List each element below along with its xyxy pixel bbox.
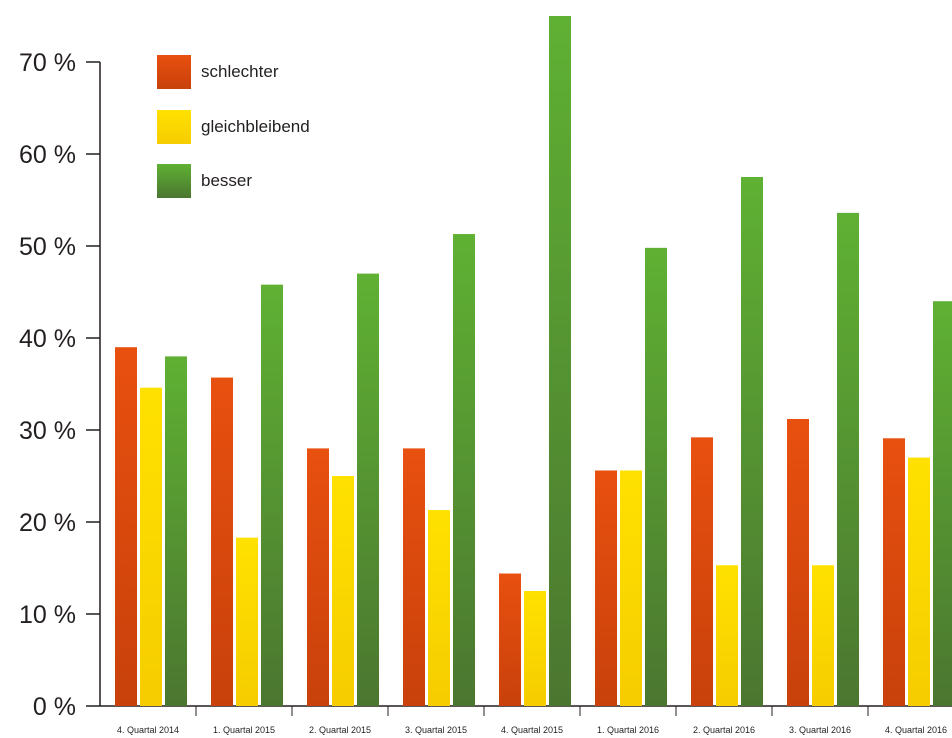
bar-gleichbleibend [332,476,354,706]
bar-besser [741,177,763,706]
bar-gleichbleibend [620,470,642,706]
y-tick-label: 70 % [19,49,76,77]
y-tick-label: 40 % [19,325,76,353]
y-axis: 0 % 10 % 20 % 30 % 40 % 50 % 60 % 70 % [19,49,101,721]
x-category-label: 1. Quartal 2016 [597,725,659,735]
bar-schlechter [595,470,617,706]
legend-swatch-gleichbleibend [157,110,191,144]
bar-gleichbleibend [716,565,738,706]
bar-besser [933,301,952,706]
legend-label-besser: besser [201,171,252,190]
legend-label-gleichbleibend: gleichbleibend [201,117,310,136]
x-category-label: 1. Quartal 2015 [213,725,275,735]
legend-label-schlechter: schlechter [201,62,279,81]
bars-group [115,16,952,707]
bar-gleichbleibend [236,537,258,706]
bar-schlechter [787,418,809,706]
bar-besser [357,273,379,706]
bar-schlechter [403,448,425,706]
bar-schlechter [307,448,329,706]
bar-schlechter [691,437,713,706]
bar-gleichbleibend [524,591,546,706]
legend-swatch-besser [157,164,191,198]
legend: schlechter gleichbleibend besser [157,55,310,198]
y-tick-label: 60 % [19,141,76,169]
x-category-label: 3. Quartal 2015 [405,725,467,735]
x-category-label: 4. Quartal 2015 [501,725,563,735]
legend-swatch-schlechter [157,55,191,89]
bar-besser [165,356,187,706]
bar-besser [549,16,571,706]
bar-besser [453,234,475,707]
bar-gleichbleibend [428,510,450,706]
x-category-label: 2. Quartal 2016 [693,725,755,735]
bar-schlechter [115,347,137,706]
x-axis: 4. Quartal 2014 1. Quartal 2015 2. Quartal… [100,705,952,735]
bar-besser [837,212,859,706]
bar-besser [645,247,667,706]
y-tick-label: 30 % [19,417,76,445]
bar-gleichbleibend [140,387,162,706]
x-category-label: 4. Quartal 2014 [117,725,179,735]
bar-besser [261,284,283,706]
y-tick-label: 20 % [19,509,76,537]
x-category-label: 2. Quartal 2015 [309,725,371,735]
y-tick-label: 10 % [19,601,76,629]
bar-schlechter [883,438,905,706]
y-tick-label: 0 % [33,693,76,721]
bar-schlechter [211,377,233,706]
bar-gleichbleibend [812,565,834,706]
bar-gleichbleibend [908,457,930,706]
x-category-label: 4. Quartal 2016 [885,725,947,735]
y-tick-label: 50 % [19,233,76,261]
bar-schlechter [499,573,521,706]
x-category-label: 3. Quartal 2016 [789,725,851,735]
